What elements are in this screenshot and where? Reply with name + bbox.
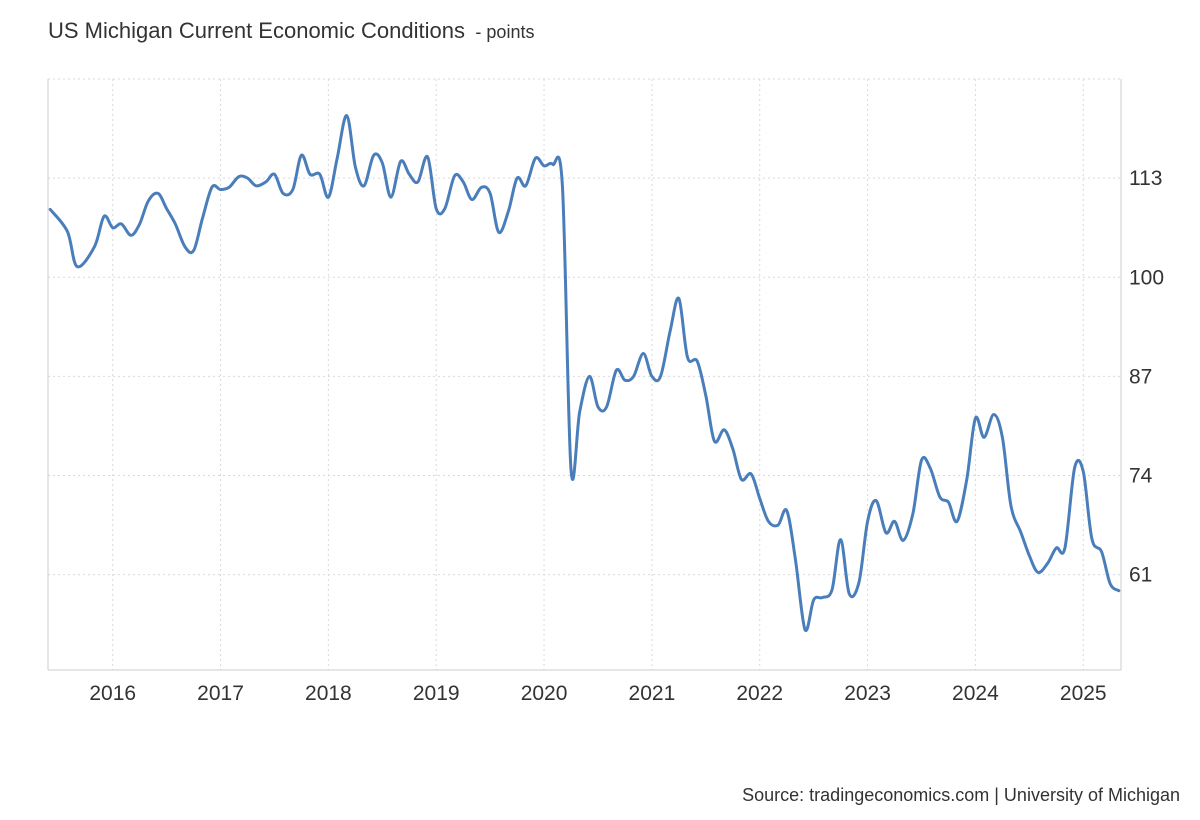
y-tick-label: 74 [1129, 465, 1153, 488]
line-chart: 61 74 87 100 113 2016 2017 2018 2019 2020 2021 2022… [47, 78, 1164, 705]
series-line [48, 114, 1121, 632]
x-tick-label: 2019 [413, 682, 460, 705]
chart-title-block: US Michigan Current Economic Conditions … [48, 18, 534, 44]
x-tick-label: 2022 [736, 682, 783, 705]
chart-title: US Michigan Current Economic Conditions [48, 18, 465, 43]
x-tick-label: 2025 [1060, 682, 1107, 705]
x-tick-label: 2021 [629, 682, 676, 705]
x-tick-label: 2024 [952, 682, 999, 705]
y-tick-label: 61 [1129, 564, 1152, 587]
x-tick-label: 2020 [521, 682, 568, 705]
y-tick-label: 113 [1129, 167, 1162, 190]
x-tick-label: 2023 [844, 682, 891, 705]
y-tick-label: 100 [1129, 266, 1164, 289]
source-credit: Source: tradingeconomics.com | Universit… [742, 785, 1180, 805]
y-tick-label: 87 [1129, 365, 1152, 388]
chart-unit: - points [475, 22, 535, 42]
x-tick-label: 2016 [89, 682, 136, 705]
x-tick-label: 2017 [197, 682, 244, 705]
x-tick-label: 2018 [305, 682, 352, 705]
